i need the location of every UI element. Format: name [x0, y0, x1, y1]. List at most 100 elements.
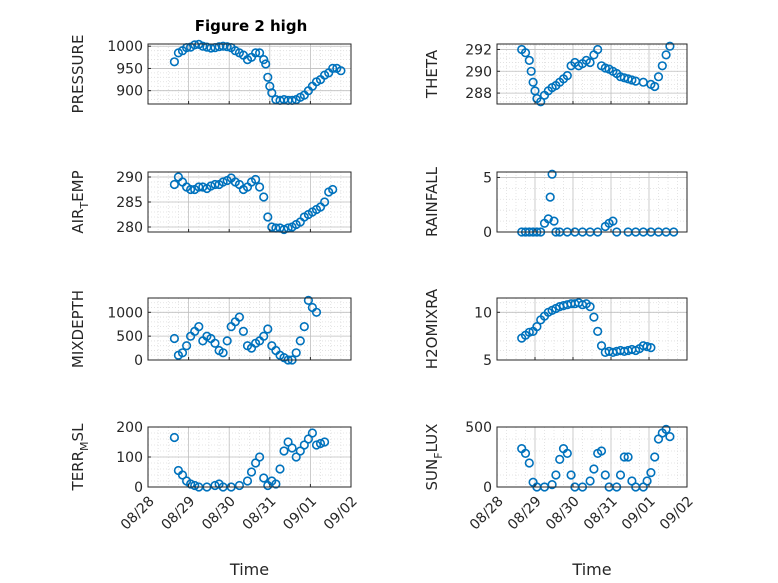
- data-point: [299, 322, 309, 332]
- data-point: [210, 338, 220, 348]
- x-axis-label: Time: [571, 560, 611, 579]
- data-point: [646, 468, 656, 478]
- y-tick-label: 285: [116, 195, 143, 211]
- data-point: [562, 448, 572, 459]
- y-tick-label: 290: [116, 170, 143, 186]
- data-point: [311, 307, 322, 317]
- data-point: [315, 438, 326, 449]
- axes-box: [496, 297, 688, 361]
- data-point: [255, 182, 265, 192]
- subplot-3: 280 285 290 AIRTEMP: [69, 170, 352, 236]
- y-tick-label: 288: [465, 86, 492, 102]
- data-point: [642, 342, 652, 352]
- x-tick-label: 08/29: [505, 493, 545, 533]
- axes-box: [496, 426, 688, 488]
- data-point: [261, 59, 271, 69]
- y-tick-label: 0: [134, 480, 143, 496]
- y-axis-label: H2OMIXRA: [423, 288, 441, 369]
- data-point: [320, 437, 330, 447]
- data-point: [246, 467, 257, 477]
- y-tick-label: 290: [465, 64, 492, 80]
- data-point: [279, 446, 289, 456]
- subplot-2: 288 290 292 THETA: [423, 41, 688, 107]
- data-point: [545, 192, 555, 202]
- data-point: [222, 42, 232, 52]
- data-point: [608, 216, 618, 226]
- data-point: [190, 480, 200, 491]
- x-tick-label: 08/30: [543, 493, 583, 533]
- data-point: [279, 224, 289, 235]
- data-point: [524, 327, 534, 337]
- data-point: [169, 179, 179, 190]
- data-point: [218, 177, 228, 187]
- data-point: [263, 324, 273, 334]
- data-point: [169, 333, 179, 344]
- data-point: [650, 81, 660, 92]
- data-point: [242, 476, 253, 486]
- y-tick-label: 10: [474, 305, 492, 321]
- subplot-4: 0 5 RAINFALL: [423, 166, 688, 241]
- data-point: [259, 192, 269, 202]
- subplot-5: 0 500 1000 MIXDEPTH: [69, 290, 352, 369]
- y-tick-label: 100: [116, 450, 143, 466]
- data-point: [291, 452, 301, 462]
- data-point: [169, 57, 179, 67]
- data-point: [528, 77, 538, 87]
- y-axis-label: AIRTEMP: [69, 170, 91, 233]
- x-tick-label: 08/28: [118, 493, 158, 533]
- data-point: [303, 295, 314, 306]
- y-axis-label: TERRMSL: [69, 423, 91, 492]
- data-point: [661, 50, 671, 60]
- data-point: [524, 55, 534, 66]
- data-point: [532, 322, 542, 332]
- data-point: [336, 66, 346, 76]
- x-axis-label: Time: [229, 560, 269, 579]
- y-tick-label: 500: [465, 420, 492, 436]
- x-tick-label: 09/01: [280, 493, 320, 533]
- data-point: [665, 41, 675, 51]
- data-point: [177, 348, 188, 358]
- y-axis-label: THETA: [423, 49, 441, 99]
- x-tick-label: 09/01: [619, 493, 659, 533]
- data-point: [562, 70, 572, 81]
- data-point: [589, 312, 599, 322]
- x-tick-label: 09/02: [657, 493, 697, 533]
- data-point: [653, 72, 664, 82]
- data-point: [299, 440, 309, 450]
- data-point: [251, 174, 261, 185]
- y-axis-label: SUNFLUX: [423, 424, 445, 491]
- data-point: [549, 216, 559, 226]
- data-point: [642, 476, 652, 486]
- data-point: [206, 181, 216, 191]
- y-tick-label: 0: [134, 353, 143, 369]
- data-point: [259, 54, 269, 65]
- axes-box: [147, 297, 352, 361]
- data-point: [657, 61, 667, 71]
- data-point: [263, 72, 273, 82]
- data-point: [661, 424, 671, 435]
- y-tick-label: 200: [116, 420, 143, 436]
- data-point: [524, 458, 534, 468]
- x-tick-label: 08/28: [467, 493, 507, 533]
- data-point: [186, 184, 196, 195]
- y-axis-label: MIXDEPTH: [69, 290, 87, 368]
- x-tick-label: 08/29: [159, 493, 199, 533]
- data-point: [665, 432, 675, 442]
- data-point: [251, 48, 261, 58]
- y-axis-label: PRESSURE: [69, 35, 87, 114]
- data-point: [555, 454, 565, 465]
- data-point: [263, 212, 273, 222]
- data-point: [291, 348, 301, 358]
- data-point: [238, 326, 248, 337]
- data-point: [520, 48, 531, 58]
- axes-box: [496, 43, 688, 105]
- y-tick-label: 280: [116, 220, 143, 236]
- x-tick-label: 08/30: [199, 493, 239, 533]
- data-point: [169, 432, 179, 443]
- data-point: [186, 479, 196, 489]
- subplot-6: 5 10 H2OMIXRA: [423, 288, 688, 369]
- subplot-1: 900 950 1000 PRESSURE: [69, 35, 352, 114]
